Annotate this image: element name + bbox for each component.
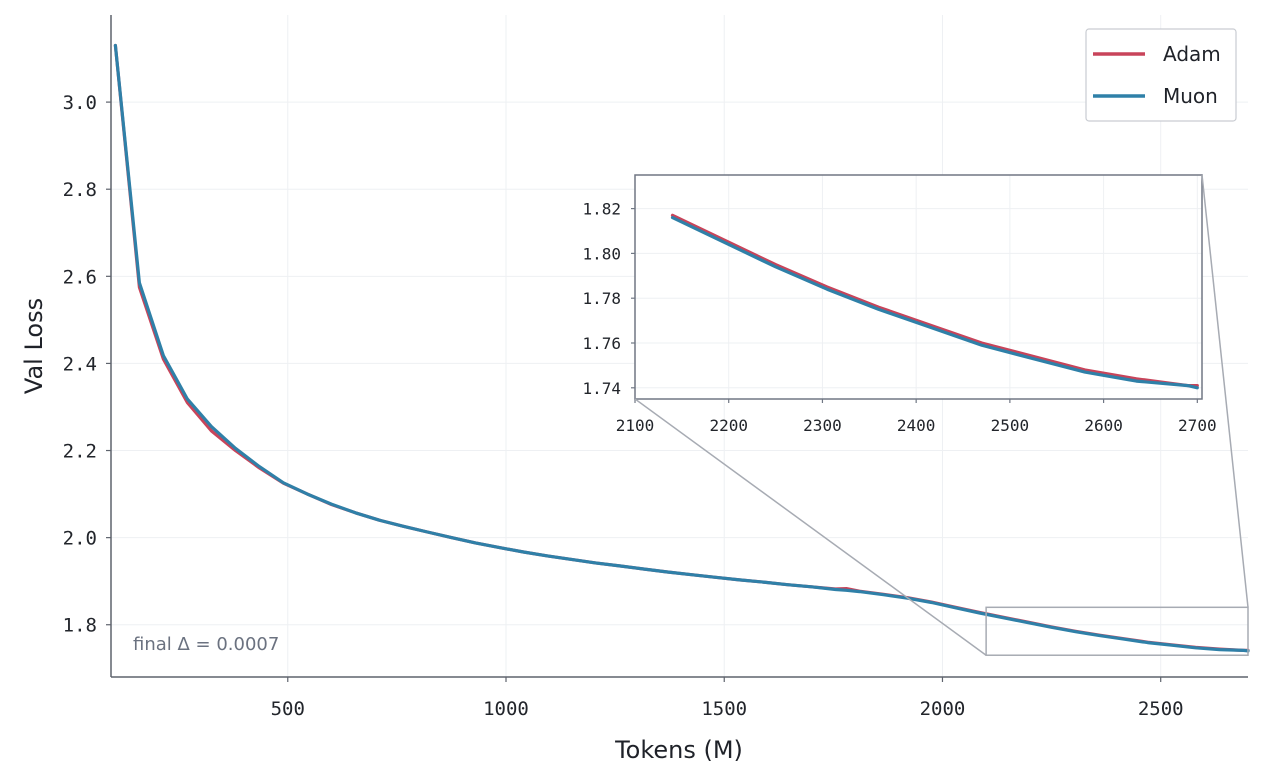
- inset-x-tick-label: 2300: [803, 416, 842, 435]
- x-tick-label: 2000: [920, 698, 966, 720]
- legend-frame: [1085, 28, 1237, 122]
- x-tick-label: 2500: [1138, 698, 1184, 720]
- main-axes: [110, 15, 1248, 678]
- inset-zoom-chart: 2100 2200 2300 2400 2500 2600 2700 1.74 1.76 1.78…: [582, 174, 1217, 435]
- zoom-region-rect: [985, 606, 1249, 656]
- final-delta-annotation: final Δ = 0.0007: [133, 634, 279, 655]
- zoom-region-box: [985, 606, 1249, 656]
- inset-x-tick-label: 2600: [1084, 416, 1123, 435]
- y-axis-label: Val Loss: [20, 298, 48, 394]
- inset-x-tick-label: 2700: [1178, 416, 1217, 435]
- inset-plot-lines: [670, 213, 1199, 390]
- y-tick-label: 2.8: [63, 179, 97, 201]
- inset-y-tick-label: 1.80: [582, 244, 621, 263]
- inset-y-tick-label: 1.78: [582, 289, 621, 308]
- inset-series-line-adam: [670, 213, 1199, 388]
- legend-label-adam: Adam: [1163, 42, 1221, 66]
- x-tick-label: 1000: [483, 698, 529, 720]
- inset-y-tick-label: 1.82: [582, 200, 621, 219]
- main-plot-lines: [113, 43, 1250, 653]
- y-tick-label: 1.8: [63, 615, 97, 637]
- zoom-connector-right: [1201, 174, 1249, 608]
- inset-ticks: 2100 2200 2300 2400 2500 2600 2700 1.74 1.76 1.78…: [582, 200, 1216, 435]
- x-tick-label: 500: [271, 698, 305, 720]
- main-ticks: 500 1000 1500 2000 2500 1.8 2.0 2.2 2.4 2.6 2.8 3.0: [63, 92, 1184, 720]
- inset-grid: [634, 175, 1202, 399]
- y-tick-label: 3.0: [63, 92, 97, 114]
- legend: Adam Muon: [1085, 28, 1237, 122]
- y-tick-label: 2.4: [63, 353, 97, 375]
- series-line-muon: [113, 43, 1250, 653]
- y-tick-label: 2.6: [63, 266, 97, 288]
- inset-x-tick-label: 2200: [709, 416, 748, 435]
- zoom-connector-left: [634, 398, 987, 656]
- x-tick-label: 1500: [701, 698, 747, 720]
- inset-x-tick-label: 2400: [897, 416, 936, 435]
- y-tick-label: 2.0: [63, 528, 97, 550]
- legend-label-muon: Muon: [1163, 84, 1218, 108]
- zoom-connector-lines: [634, 174, 1249, 656]
- inset-background: [635, 175, 1202, 399]
- y-tick-label: 2.2: [63, 441, 97, 463]
- inset-series-line-muon: [670, 216, 1199, 390]
- inset-x-tick-label: 2500: [991, 416, 1030, 435]
- x-axis-label: Tokens (M): [614, 736, 743, 764]
- inset-frame: [634, 174, 1203, 400]
- inset-y-tick-label: 1.76: [582, 334, 621, 353]
- inset-y-tick-label: 1.74: [582, 379, 621, 398]
- inset-x-tick-label: 2100: [616, 416, 655, 435]
